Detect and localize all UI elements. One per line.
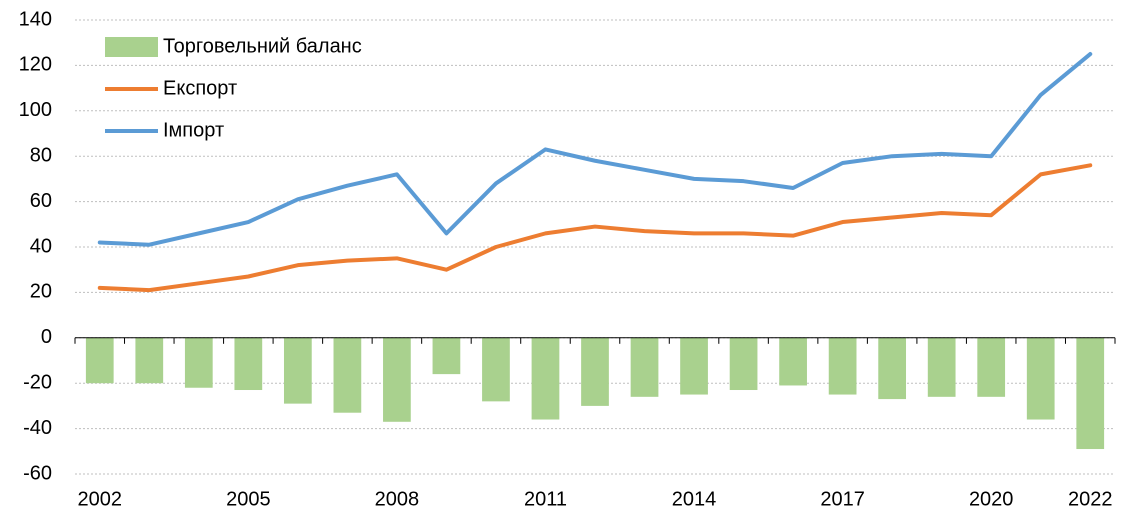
- x-tick-label: 2005: [226, 488, 271, 510]
- y-tick-label: -40: [23, 417, 52, 439]
- legend-label: Торговельний баланс: [163, 35, 362, 57]
- y-tick-label: 100: [19, 99, 52, 121]
- y-tick-label: 140: [19, 8, 52, 30]
- x-tick-label: 2014: [672, 488, 717, 510]
- bar: [85, 337, 114, 384]
- y-tick-label: -20: [23, 371, 52, 393]
- bar: [482, 337, 510, 402]
- bar: [828, 337, 857, 395]
- bar: [779, 337, 807, 386]
- y-tick-label: 80: [30, 144, 52, 166]
- bar: [1026, 337, 1055, 420]
- y-tick-label: -60: [23, 462, 52, 484]
- y-tick-label: 120: [19, 54, 52, 76]
- bar: [333, 337, 362, 413]
- y-tick-label: 60: [30, 190, 52, 212]
- x-tick-label: 2008: [375, 488, 420, 510]
- bar: [729, 337, 758, 391]
- legend-swatch: [105, 37, 158, 57]
- bar: [581, 337, 609, 406]
- bar: [680, 337, 708, 395]
- bar: [234, 337, 263, 391]
- legend-label: Експорт: [163, 77, 237, 99]
- bar: [927, 337, 956, 397]
- bar: [977, 337, 1006, 397]
- x-tick-label: 2022: [1068, 488, 1113, 510]
- bar: [1076, 337, 1105, 450]
- bar: [878, 337, 907, 400]
- x-tick-label: 2020: [969, 488, 1014, 510]
- bar: [184, 337, 213, 388]
- bar: [432, 337, 461, 375]
- bar: [135, 337, 164, 384]
- line: [97, 52, 1093, 247]
- y-tick-label: 20: [30, 281, 52, 303]
- bar: [630, 337, 659, 397]
- y-tick-label: 40: [30, 235, 52, 257]
- x-tick-label: 2011: [524, 488, 567, 510]
- bar: [531, 337, 560, 420]
- y-tick-label: 0: [41, 326, 52, 348]
- x-tick-label: 2002: [78, 488, 123, 510]
- legend-label: Імпорт: [163, 119, 224, 141]
- bar: [283, 337, 312, 404]
- line: [97, 163, 1093, 293]
- x-tick-label: 2017: [820, 488, 865, 510]
- bar: [383, 337, 411, 422]
